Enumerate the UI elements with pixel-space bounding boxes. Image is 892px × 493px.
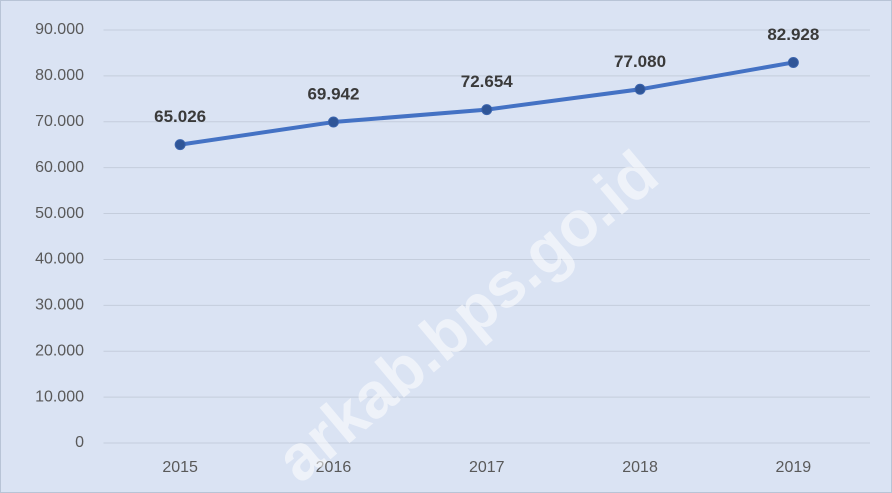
x-tick-label: 2016	[316, 459, 352, 476]
data-label: 82.928	[767, 25, 819, 44]
y-tick-label: 20.000	[35, 342, 84, 359]
data-label: 77.080	[614, 52, 666, 71]
y-tick-label: 0	[75, 434, 84, 451]
y-tick-label: 50.000	[35, 205, 84, 222]
y-tick-label: 60.000	[35, 159, 84, 176]
point	[481, 104, 493, 116]
y-tick-label: 80.000	[35, 67, 84, 84]
point	[174, 139, 186, 151]
y-tick-label: 70.000	[35, 113, 84, 130]
point	[327, 116, 339, 128]
x-tick-label: 2018	[622, 459, 658, 476]
y-tick-label: 40.000	[35, 251, 84, 268]
y-tick-label: 30.000	[35, 297, 84, 314]
y-tick-label: 90.000	[35, 21, 84, 38]
data-label: 69.942	[307, 85, 359, 104]
point	[787, 56, 799, 68]
x-tick-label: 2017	[469, 459, 505, 476]
point	[634, 83, 646, 95]
x-tick-label: 2015	[162, 459, 198, 476]
x-tick-label: 2019	[776, 459, 812, 476]
data-label: 65.026	[154, 107, 206, 126]
data-label: 72.654	[461, 72, 514, 91]
y-tick-label: 10.000	[35, 388, 84, 405]
